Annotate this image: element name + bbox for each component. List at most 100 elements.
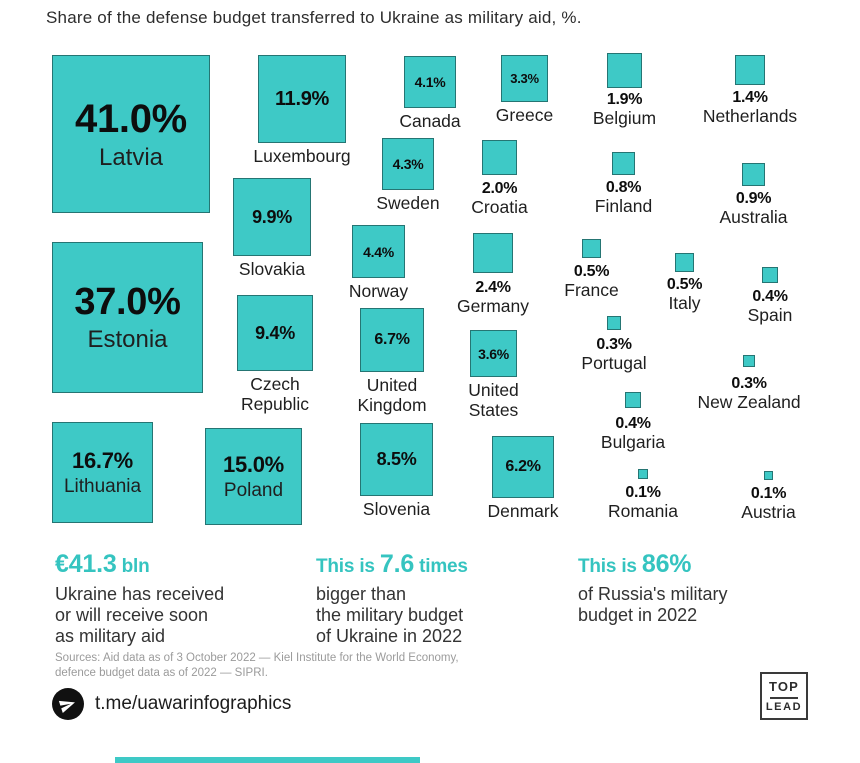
- slovakia-square: 9.9%: [233, 178, 311, 256]
- netherlands-square: [735, 55, 765, 85]
- country-pct: 2.0%: [481, 180, 518, 197]
- country-slovakia: 9.9% Slovakia: [233, 178, 311, 279]
- country-name: Norway: [348, 281, 409, 301]
- country-luxembourg: 11.9% Luxembourg: [253, 55, 351, 166]
- romania-square: [638, 469, 648, 479]
- stat-headline: €41.3 bln: [55, 550, 305, 579]
- country-pct: 0.3%: [731, 375, 767, 392]
- country-name: Greece: [495, 105, 554, 125]
- country-united-states: 3.6% United States: [468, 330, 519, 419]
- stat-head-suffix: bln: [116, 556, 150, 577]
- country-pct: 37.0%: [74, 281, 181, 323]
- germany-square: [473, 233, 513, 273]
- bottom-accent-strip: [115, 757, 420, 763]
- country-name: Czech Republic: [240, 374, 310, 414]
- toplead-logo: TOP LEAD: [760, 672, 808, 720]
- country-pct: 4.3%: [392, 156, 424, 172]
- croatia-square: [482, 140, 517, 175]
- new-zealand-square: [743, 355, 755, 367]
- country-pct: 9.4%: [255, 322, 295, 343]
- country-name: Australia: [719, 207, 788, 227]
- country-pct: 9.9%: [252, 206, 292, 227]
- country-name: Slovakia: [238, 259, 306, 279]
- country-name: Canada: [399, 111, 461, 131]
- country-romania: 0.1% Romania: [608, 469, 678, 521]
- country-name: Latvia: [98, 143, 164, 171]
- country-name: Austria: [741, 502, 796, 522]
- country-pct: 11.9%: [274, 87, 330, 110]
- country-portugal: 0.3% Portugal: [581, 316, 647, 373]
- country-czech-republic: 9.4% Czech Republic: [237, 295, 313, 413]
- stat-total-aid: €41.3 bln Ukraine has received or will r…: [55, 550, 305, 647]
- country-pct: 3.3%: [510, 71, 539, 86]
- stat-head-value: 86%: [641, 550, 692, 578]
- stat-line: of Russia's military: [578, 584, 728, 604]
- country-sweden: 4.3% Sweden: [376, 138, 440, 213]
- country-name: Denmark: [487, 501, 559, 521]
- country-finland: 0.8% Finland: [595, 152, 652, 216]
- canada-square: 4.1%: [404, 56, 456, 108]
- country-united-kingdom: 6.7% United Kingdom: [357, 308, 427, 414]
- country-name: Lithuania: [63, 475, 142, 497]
- lithuania-square: 16.7% Lithuania: [52, 422, 153, 523]
- united-kingdom-square: 6.7%: [360, 308, 424, 372]
- country-name: Croatia: [471, 197, 528, 217]
- stat-head-prefix: This is: [578, 556, 642, 577]
- country-pct: 0.4%: [752, 288, 788, 305]
- united-states-square: 3.6%: [470, 330, 517, 377]
- spain-square: [762, 267, 778, 283]
- italy-square: [675, 253, 694, 272]
- stat-headline: This is 7.6 times: [316, 550, 566, 579]
- country-pct: 2.4%: [475, 279, 511, 296]
- country-norway: 4.4% Norway: [349, 225, 408, 301]
- stat-line: or will receive soon: [55, 605, 209, 625]
- belgium-square: [607, 53, 642, 88]
- norway-square: 4.4%: [352, 225, 405, 278]
- country-pct: 6.7%: [374, 331, 410, 348]
- greece-square: 3.3%: [501, 55, 548, 102]
- country-pct: 0.1%: [625, 484, 661, 501]
- australia-square: [742, 163, 765, 186]
- country-name: Italy: [668, 293, 701, 313]
- telegram-link[interactable]: t.me/uawarinfographics: [52, 688, 291, 720]
- country-pct: 6.2%: [505, 458, 541, 475]
- country-estonia: 37.0% Estonia: [52, 242, 203, 393]
- stat-head-value: €41.3: [55, 550, 117, 578]
- country-latvia: 41.0% Latvia: [52, 55, 210, 213]
- country-name: Slovenia: [362, 499, 431, 519]
- country-denmark: 6.2% Denmark: [488, 436, 559, 521]
- country-new-zealand: 0.3% New Zealand: [697, 355, 801, 412]
- sources-line: Sources: Aid data as of 3 October 2022 —…: [55, 652, 459, 664]
- country-pct: 8.5%: [376, 449, 417, 469]
- country-name: Germany: [457, 296, 529, 316]
- country-lithuania: 16.7% Lithuania: [52, 422, 153, 523]
- chart-title: Share of the defense budget transferred …: [46, 8, 582, 27]
- telegram-icon[interactable]: [52, 688, 84, 720]
- austria-square: [764, 471, 773, 480]
- country-pct: 0.5%: [573, 263, 610, 280]
- telegram-handle[interactable]: t.me/uawarinfographics: [95, 693, 292, 714]
- latvia-square: 41.0% Latvia: [52, 55, 210, 213]
- country-name: United Kingdom: [357, 375, 427, 415]
- country-name: Finland: [594, 196, 653, 216]
- country-pct: 4.1%: [414, 74, 446, 90]
- country-name: Luxembourg: [253, 146, 351, 166]
- stat-head-suffix: times: [414, 556, 468, 577]
- country-name: Belgium: [592, 108, 657, 128]
- bulgaria-square: [625, 392, 641, 408]
- stat-line: Ukraine has received: [55, 584, 225, 604]
- france-square: [582, 239, 601, 258]
- country-pct: 4.4%: [363, 243, 394, 260]
- country-pct: 0.4%: [615, 415, 651, 432]
- country-pct: 1.4%: [732, 89, 768, 106]
- poland-square: 15.0% Poland: [205, 428, 302, 525]
- country-pct: 15.0%: [223, 451, 284, 477]
- country-name: Portugal: [581, 353, 647, 373]
- country-name: Sweden: [376, 193, 440, 213]
- country-italy: 0.5% Italy: [667, 253, 702, 313]
- stat-head-prefix: This is: [316, 556, 380, 577]
- stat-line: budget in 2022: [578, 605, 698, 625]
- country-slovenia: 8.5% Slovenia: [360, 423, 433, 519]
- country-poland: 15.0% Poland: [205, 428, 302, 525]
- country-pct: 41.0%: [75, 96, 187, 141]
